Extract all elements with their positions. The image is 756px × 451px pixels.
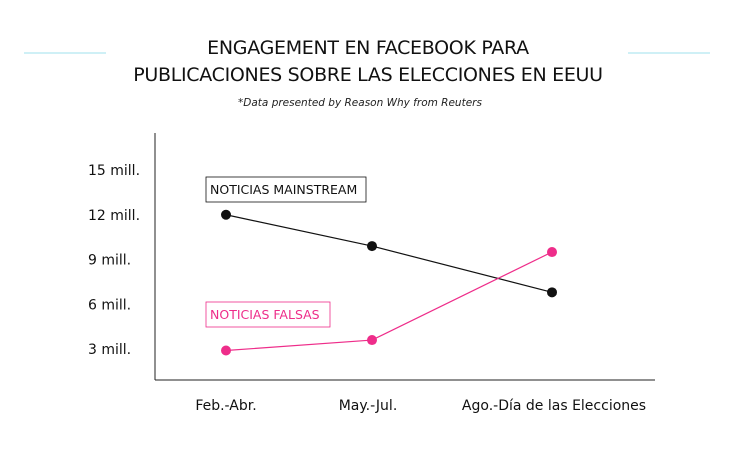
x-tick-labels: Feb.-Abr. May.-Jul. Ago.-Día de las Elecci…	[195, 398, 646, 414]
y-tick-label: 15 mill.	[88, 163, 140, 179]
data-point	[547, 247, 557, 258]
y-tick-label: 6 mill.	[88, 297, 131, 313]
x-tick-label: Feb.-Abr.	[195, 398, 256, 414]
y-tick-label: 9 mill.	[88, 253, 131, 269]
series-label: NOTICIAS FALSAS	[210, 307, 320, 322]
y-tick-labels: 3 mill. 6 mill. 9 mill. 12 mill. 15 mill.	[88, 163, 140, 358]
y-tick-label: 12 mill.	[88, 208, 140, 224]
data-point	[547, 287, 557, 298]
chart-subtitle: *Data presented by Reason Why from Reute…	[238, 97, 482, 109]
series-label-box	[205, 301, 331, 328]
series-line-1	[225, 251, 553, 352]
chart-title-line-2: PUBLICACIONES SOBRE LAS ELECCIONES EN EE…	[133, 64, 603, 86]
series-layer	[221, 209, 557, 356]
chart-title-line-1: ENGAGEMENT EN FACEBOOK PARA	[207, 37, 529, 59]
series-line-0	[225, 214, 553, 293]
data-point	[221, 209, 231, 220]
series-labels: NOTICIAS MAINSTREAM NOTICIAS FALSAS	[205, 176, 367, 328]
data-point	[221, 345, 231, 356]
data-point	[367, 241, 377, 252]
series-label: NOTICIAS MAINSTREAM	[210, 182, 357, 197]
x-tick-label: Ago.-Día de las Elecciones	[462, 398, 646, 414]
data-point	[367, 335, 377, 346]
series-label-box	[205, 176, 367, 203]
y-tick-label: 3 mill.	[88, 342, 131, 358]
x-tick-label: May.-Jul.	[339, 398, 398, 414]
